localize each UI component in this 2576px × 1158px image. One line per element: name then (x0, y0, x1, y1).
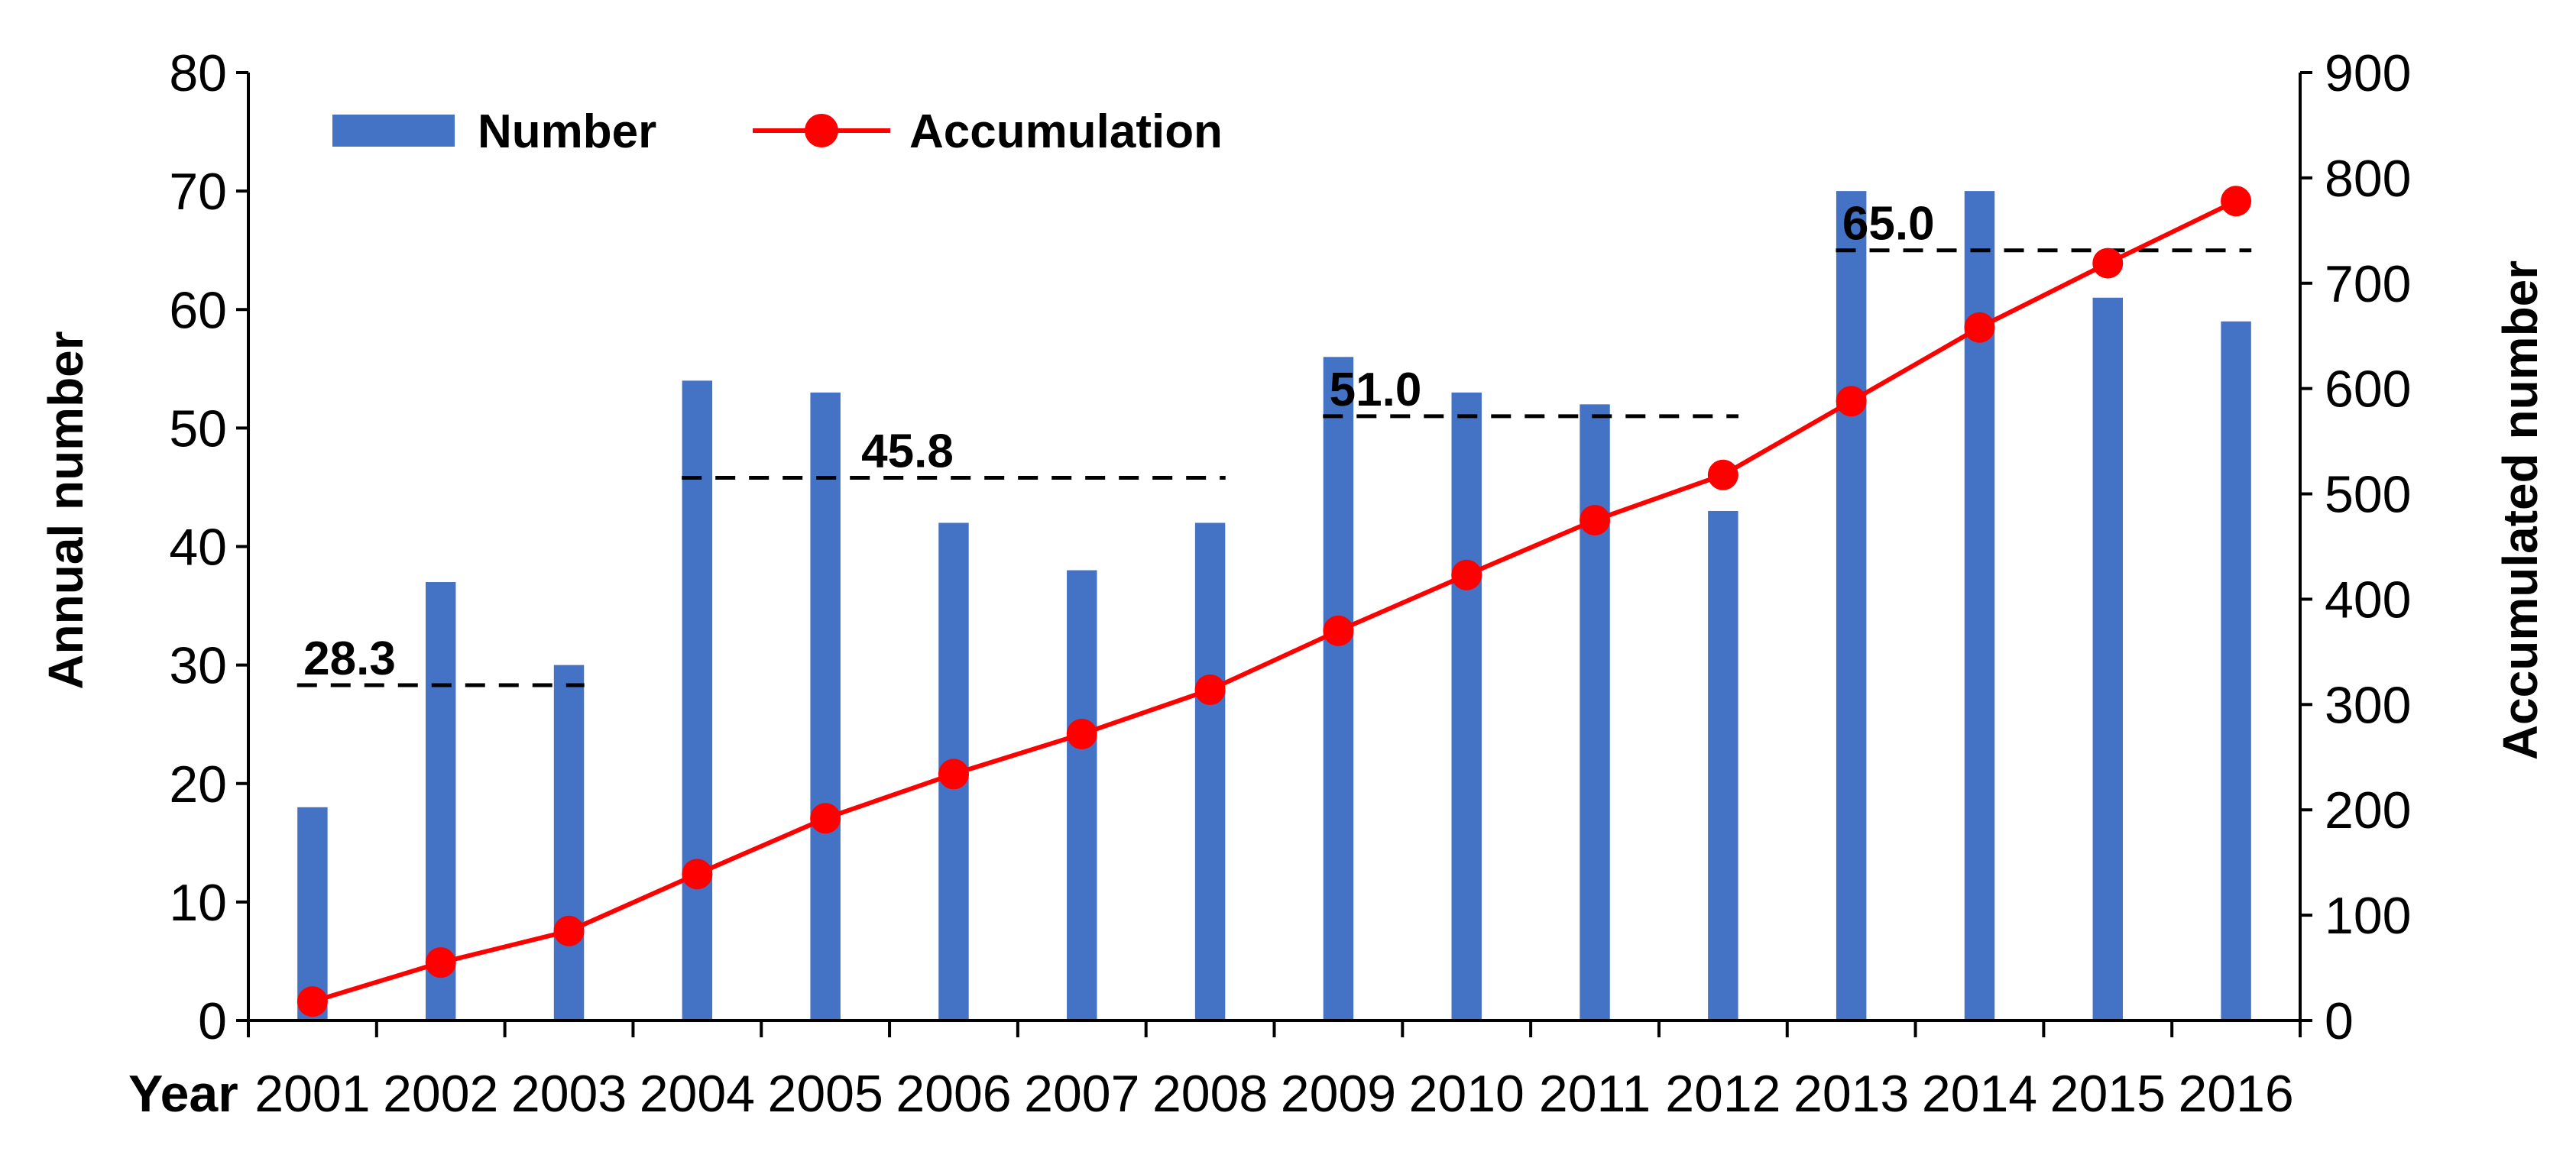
accumulation-point (2221, 186, 2252, 217)
legend-label-accumulation: Accumulation (909, 105, 1223, 158)
x-tick-label: 2010 (1409, 1065, 1525, 1123)
accumulation-point (1707, 459, 1738, 490)
accumulation-point (1066, 718, 1097, 749)
bar-number (553, 665, 585, 1021)
accumulation-point (1451, 559, 1482, 590)
legend: Number Accumulation (332, 105, 1223, 158)
period-average-lines: 28.3 45.8 51.0 65.0 (296, 198, 2252, 687)
left-tick-label: 70 (169, 163, 227, 221)
accumulation-point (1580, 505, 1611, 536)
left-axis-title: Annual number (38, 331, 93, 689)
accumulation-point (1194, 674, 1226, 706)
x-tick-label: 2011 (1539, 1065, 1651, 1123)
left-tick-label: 10 (169, 874, 227, 932)
right-tick-label: 600 (2325, 361, 2411, 419)
right-axis-ticks: 0 100 200 300 400 500 600 700 800 900 (2300, 44, 2411, 1050)
x-tick-label: 2012 (1665, 1065, 1781, 1123)
period-average-label: 45.8 (861, 425, 954, 478)
accumulation-point (1323, 615, 1354, 646)
legend-swatch-accumulation-marker (805, 114, 838, 147)
bar-number (1580, 404, 1610, 1021)
bar-number (1451, 392, 1482, 1021)
right-tick-label: 200 (2325, 781, 2411, 839)
accumulation-point (1836, 386, 1867, 417)
right-tick-label: 300 (2325, 676, 2411, 734)
left-tick-label: 40 (169, 519, 227, 577)
x-tick-label: 2007 (1024, 1065, 1139, 1123)
left-tick-label: 20 (169, 755, 227, 814)
bar-number (2221, 321, 2251, 1021)
x-tick-label: 2014 (1922, 1065, 2037, 1123)
right-tick-label: 100 (2325, 887, 2411, 945)
accumulation-point (2092, 247, 2124, 279)
x-tick-label: 2015 (2050, 1065, 2166, 1123)
x-tick-label: 2013 (1793, 1065, 1909, 1123)
right-tick-label: 400 (2325, 571, 2411, 629)
bar-number (1067, 570, 1097, 1021)
bar-number (1323, 357, 1354, 1021)
left-tick-label: 0 (198, 992, 227, 1050)
period-average-label: 51.0 (1330, 364, 1422, 416)
accumulation-point (810, 803, 841, 834)
x-tick-label: 2016 (2178, 1065, 2293, 1123)
line-series-accumulation (296, 186, 2252, 1017)
bar-number (1708, 510, 1738, 1021)
bar-number (1836, 191, 1867, 1021)
right-tick-label: 900 (2325, 44, 2411, 102)
accumulation-point (425, 947, 456, 978)
accumulation-point (938, 759, 969, 790)
legend-swatch-number (332, 115, 455, 147)
accumulation-line (312, 199, 2237, 1004)
x-tick-label: 2002 (383, 1065, 498, 1123)
accumulation-point (296, 986, 328, 1017)
left-tick-label: 80 (169, 44, 227, 102)
left-tick-label: 60 (169, 281, 227, 339)
x-axis-ticks: 2001 2002 2003 2004 2005 2006 2007 2008 2009 2010… (247, 1021, 2302, 1123)
bar-series-number (297, 191, 2251, 1021)
period-average-label: 65.0 (1842, 198, 1935, 251)
bar-number (2092, 297, 2123, 1021)
x-tick-label: 2004 (640, 1065, 755, 1123)
legend-label-number: Number (478, 105, 656, 158)
x-axis-title: Year (128, 1065, 238, 1123)
bar-number (682, 380, 713, 1021)
right-tick-label: 800 (2325, 150, 2411, 208)
x-tick-label: 2008 (1152, 1065, 1268, 1123)
x-tick-label: 2005 (768, 1065, 883, 1123)
right-axis-title: Accumulated number (2493, 260, 2548, 760)
left-tick-label: 50 (169, 399, 227, 458)
left-tick-label: 30 (169, 637, 227, 695)
x-tick-label: 2006 (896, 1065, 1011, 1123)
x-tick-label: 2009 (1281, 1065, 1396, 1123)
accumulation-point (682, 859, 713, 890)
bar-number (810, 392, 841, 1021)
x-tick-label: 2003 (511, 1065, 627, 1123)
bar-number (1194, 522, 1226, 1021)
accumulation-point (553, 915, 585, 946)
x-tick-label: 2001 (254, 1065, 370, 1123)
bar-number (297, 807, 328, 1021)
left-axis-ticks: 0 10 20 30 40 50 60 70 80 (169, 44, 248, 1050)
right-tick-label: 700 (2325, 255, 2411, 313)
period-average-label: 28.3 (303, 632, 396, 685)
right-tick-label: 0 (2325, 992, 2354, 1050)
right-tick-label: 500 (2325, 466, 2411, 524)
accumulation-point (1964, 312, 1995, 343)
